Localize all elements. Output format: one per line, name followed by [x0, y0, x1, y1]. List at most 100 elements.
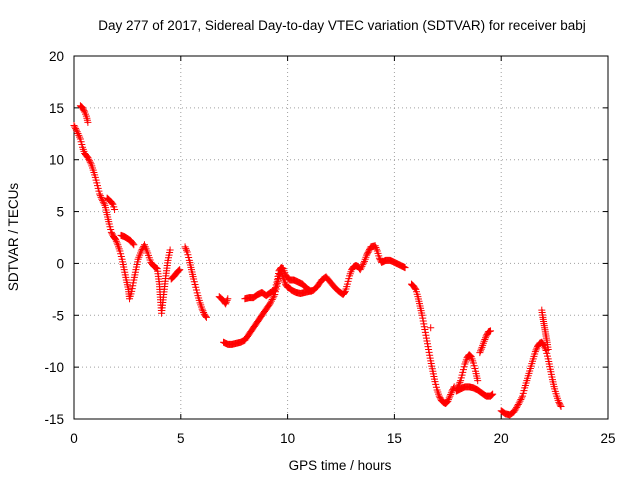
data-point — [198, 305, 206, 313]
data-point — [445, 394, 453, 402]
x-tick-label: 20 — [494, 431, 509, 446]
data-points — [70, 102, 565, 419]
data-point — [269, 294, 277, 302]
y-tick-labels: -15 -10 -5 0 5 10 15 20 — [44, 49, 64, 427]
data-point — [222, 300, 230, 308]
data-point — [418, 311, 426, 319]
data-point — [108, 199, 116, 207]
data-point — [480, 337, 488, 345]
data-point — [372, 244, 380, 252]
data-point — [516, 397, 524, 405]
data-point — [424, 340, 432, 348]
data-point — [99, 197, 107, 205]
data-point — [411, 284, 419, 292]
data-point — [76, 133, 84, 141]
data-point — [474, 377, 482, 385]
data-point — [426, 354, 434, 362]
data-point — [273, 278, 281, 286]
data-point — [112, 237, 120, 245]
data-point — [85, 155, 93, 163]
y-tick-label: 0 — [56, 256, 64, 271]
data-point — [531, 348, 539, 356]
data-point — [422, 334, 430, 342]
data-point — [97, 193, 105, 201]
y-axis-label: SDTVAR / TECUs — [6, 183, 21, 292]
data-point — [359, 261, 367, 269]
x-tick-label: 0 — [70, 431, 78, 446]
data-point — [425, 348, 433, 356]
chart-title: Day 277 of 2017, Sidereal Day-to-day VTE… — [98, 18, 585, 33]
data-point — [487, 391, 495, 399]
y-tick-label: -10 — [44, 360, 64, 375]
data-point — [128, 287, 136, 295]
data-point — [267, 299, 275, 307]
data-point — [517, 396, 525, 404]
data-point — [447, 390, 455, 398]
data-point — [445, 396, 453, 404]
data-point — [267, 297, 275, 305]
x-tick-label: 5 — [177, 431, 185, 446]
data-point — [444, 397, 452, 405]
data-point — [266, 300, 274, 308]
data-point — [427, 324, 435, 332]
data-point — [357, 264, 365, 272]
data-point — [129, 282, 137, 290]
data-point — [456, 378, 464, 386]
data-point — [423, 337, 431, 345]
data-point — [307, 287, 315, 295]
data-point — [128, 285, 136, 293]
data-point — [202, 313, 210, 321]
x-tick-labels: 0 5 10 15 20 25 — [70, 431, 615, 446]
data-point — [166, 246, 174, 254]
data-point — [224, 295, 232, 303]
data-point — [482, 334, 490, 342]
data-point — [305, 286, 313, 294]
data-point — [176, 266, 184, 274]
data-point — [422, 331, 430, 339]
data-point — [425, 346, 433, 354]
x-axis-label: GPS time / hours — [289, 458, 392, 473]
data-point — [540, 341, 548, 349]
grid-lines — [73, 55, 609, 420]
data-point — [100, 200, 108, 208]
data-point — [75, 131, 83, 139]
data-point — [511, 406, 519, 414]
data-point — [99, 198, 107, 206]
data-point — [358, 262, 366, 270]
data-point — [487, 327, 495, 335]
data-point — [268, 296, 276, 304]
data-point — [74, 130, 82, 138]
data-point — [420, 323, 428, 331]
data-point — [356, 266, 364, 274]
data-point — [515, 399, 523, 407]
data-point — [273, 275, 281, 283]
data-point — [401, 264, 409, 272]
y-tick-label: -15 — [44, 412, 64, 427]
data-point — [222, 298, 230, 306]
data-point — [419, 317, 427, 325]
data-point — [96, 192, 104, 200]
data-point — [424, 343, 432, 351]
y-tick-label: -5 — [52, 308, 64, 323]
data-point — [181, 243, 189, 251]
y-tick-label: 20 — [49, 49, 64, 64]
data-point — [199, 307, 207, 315]
data-point — [420, 320, 428, 328]
data-point — [421, 326, 429, 334]
data-point — [489, 390, 497, 398]
y-tick-label: 10 — [49, 153, 64, 168]
plot-frame — [73, 55, 609, 420]
data-point — [476, 349, 484, 357]
data-point — [182, 246, 190, 254]
data-point — [96, 190, 104, 198]
x-tick-label: 25 — [600, 431, 615, 446]
data-point — [72, 126, 80, 134]
data-point — [111, 205, 119, 213]
data-point — [71, 123, 79, 131]
data-point — [421, 328, 429, 336]
data-point — [514, 400, 522, 408]
y-tick-label: 15 — [49, 101, 64, 116]
data-point — [371, 242, 379, 250]
data-point — [275, 270, 283, 278]
data-point — [129, 240, 137, 248]
